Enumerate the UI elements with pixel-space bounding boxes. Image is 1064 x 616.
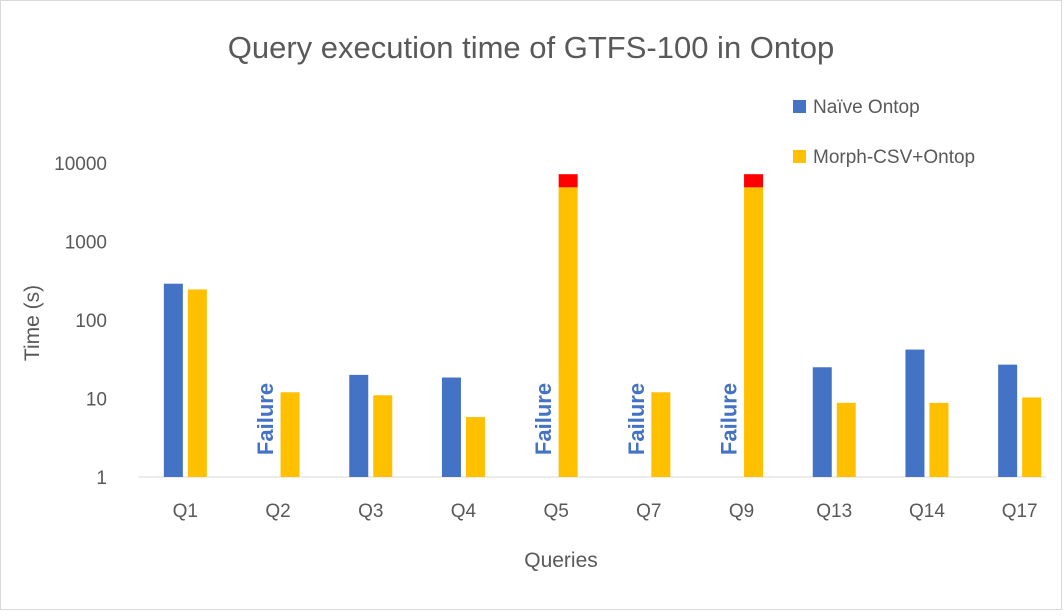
x-axis-ticks: Q1 Q2 Q3 Q4 Q5 Q7 Q9 Q13 Q14 Q17 xyxy=(173,501,1038,522)
failure-label-q7: Failure xyxy=(624,383,649,455)
x-tick-label-q13: Q13 xyxy=(816,501,852,522)
failure-label-q9: Failure xyxy=(717,383,742,455)
legend-label-morph-csv-ontop: Morph-CSV+Ontop xyxy=(813,147,975,168)
bar-morph-csv-ontop-q13 xyxy=(836,402,856,477)
bar-naive-ontop-q14 xyxy=(905,349,925,477)
legend-swatch-naive-ontop xyxy=(793,100,806,113)
bar-morph-csv-ontop-q4 xyxy=(465,417,485,477)
bars-group: Failure Failure Failure Failure xyxy=(163,174,1042,477)
bar-naive-ontop-q4 xyxy=(441,377,461,477)
y-tick-label: 1000 xyxy=(65,233,107,254)
y-axis-label: Time (s) xyxy=(21,285,44,361)
x-tick-label-q7: Q7 xyxy=(636,501,661,522)
x-tick-label-q1: Q1 xyxy=(173,501,198,522)
x-tick-label-q3: Q3 xyxy=(358,501,383,522)
x-axis-label: Queries xyxy=(524,549,598,572)
y-tick-label: 100 xyxy=(75,311,107,332)
bar-morph-csv-ontop-q1 xyxy=(187,289,207,477)
failure-label-q2: Failure xyxy=(253,383,278,455)
bar-naive-ontop-q17 xyxy=(998,364,1018,477)
y-tick-label: 10 xyxy=(86,390,107,411)
timeout-marker-q5 xyxy=(558,174,578,188)
y-tick-label: 10000 xyxy=(54,154,107,175)
bar-morph-csv-ontop-q5 xyxy=(558,187,578,477)
y-tick-label: 1 xyxy=(96,468,107,489)
x-tick-label-q17: Q17 xyxy=(1002,501,1038,522)
legend-swatch-morph-csv-ontop xyxy=(793,150,806,163)
x-tick-label-q9: Q9 xyxy=(729,501,754,522)
bar-morph-csv-ontop-q3 xyxy=(373,395,393,477)
x-tick-label-q14: Q14 xyxy=(909,501,945,522)
bar-morph-csv-ontop-q7 xyxy=(651,392,671,477)
y-axis-ticks: 1 10 100 1000 10000 xyxy=(54,154,107,489)
x-tick-label-q2: Q2 xyxy=(265,501,290,522)
x-tick-label-q4: Q4 xyxy=(451,501,477,522)
bar-naive-ontop-q13 xyxy=(812,367,832,477)
bar-morph-csv-ontop-q17 xyxy=(1022,397,1042,477)
bar-morph-csv-ontop-q14 xyxy=(929,402,949,477)
bar-naive-ontop-q3 xyxy=(349,374,369,477)
chart-title: Query execution time of GTFS-100 in Onto… xyxy=(228,30,835,65)
timeout-marker-q9 xyxy=(744,174,764,188)
legend: Naïve Ontop Morph-CSV+Ontop xyxy=(793,97,975,168)
x-tick-label-q5: Q5 xyxy=(543,501,568,522)
legend-label-naive-ontop: Naïve Ontop xyxy=(813,97,920,118)
bar-naive-ontop-q1 xyxy=(163,283,183,477)
bar-morph-csv-ontop-q9 xyxy=(744,187,764,477)
bar-morph-csv-ontop-q2 xyxy=(280,392,300,477)
failure-label-q5: Failure xyxy=(531,383,556,455)
